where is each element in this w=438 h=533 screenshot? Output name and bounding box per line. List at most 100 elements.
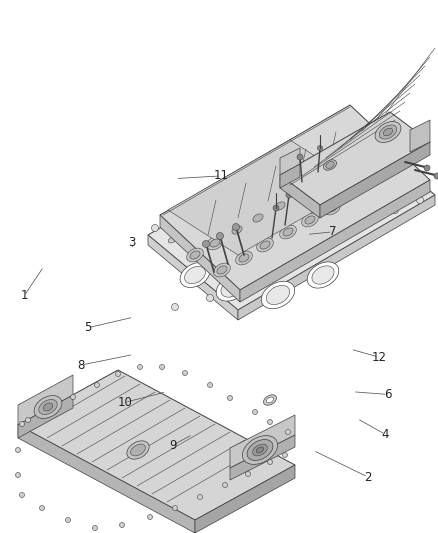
- Ellipse shape: [253, 444, 267, 456]
- Circle shape: [226, 189, 233, 196]
- Circle shape: [268, 419, 272, 424]
- Circle shape: [233, 223, 240, 230]
- Polygon shape: [18, 375, 73, 425]
- Circle shape: [20, 492, 25, 497]
- Text: 4: 4: [381, 428, 389, 441]
- Ellipse shape: [229, 223, 245, 237]
- Polygon shape: [280, 164, 300, 188]
- Circle shape: [198, 495, 202, 499]
- Ellipse shape: [214, 263, 230, 277]
- Text: 10: 10: [117, 396, 132, 409]
- Circle shape: [116, 372, 120, 376]
- Ellipse shape: [302, 213, 318, 227]
- Polygon shape: [160, 215, 240, 302]
- Ellipse shape: [305, 216, 315, 224]
- Ellipse shape: [198, 221, 206, 227]
- Circle shape: [20, 422, 25, 426]
- Text: 6: 6: [384, 388, 392, 401]
- Polygon shape: [238, 195, 435, 320]
- Circle shape: [216, 232, 223, 239]
- Ellipse shape: [250, 211, 266, 225]
- Circle shape: [202, 240, 209, 247]
- Polygon shape: [168, 140, 360, 255]
- Ellipse shape: [256, 447, 264, 453]
- Text: 12: 12: [371, 351, 386, 364]
- Ellipse shape: [239, 254, 249, 262]
- Ellipse shape: [131, 444, 145, 456]
- Ellipse shape: [318, 146, 322, 150]
- Polygon shape: [160, 105, 430, 290]
- Ellipse shape: [127, 441, 149, 459]
- Circle shape: [252, 409, 258, 415]
- Polygon shape: [410, 120, 430, 152]
- Ellipse shape: [228, 207, 236, 213]
- Ellipse shape: [266, 397, 274, 403]
- Circle shape: [371, 159, 378, 166]
- Ellipse shape: [284, 180, 292, 186]
- Circle shape: [286, 164, 293, 171]
- Ellipse shape: [43, 403, 53, 411]
- Circle shape: [424, 165, 430, 171]
- Circle shape: [317, 246, 324, 254]
- Circle shape: [159, 365, 165, 369]
- Polygon shape: [148, 120, 435, 310]
- Ellipse shape: [221, 279, 243, 297]
- Ellipse shape: [216, 275, 248, 301]
- Circle shape: [227, 395, 233, 400]
- Circle shape: [183, 370, 187, 376]
- Circle shape: [206, 295, 213, 302]
- Ellipse shape: [273, 205, 279, 211]
- Ellipse shape: [324, 201, 340, 215]
- Circle shape: [152, 224, 159, 231]
- Ellipse shape: [375, 122, 401, 142]
- Ellipse shape: [257, 238, 273, 252]
- Ellipse shape: [210, 239, 220, 247]
- Circle shape: [120, 522, 124, 528]
- Ellipse shape: [345, 162, 351, 168]
- Ellipse shape: [266, 285, 290, 305]
- Circle shape: [208, 383, 212, 387]
- Circle shape: [286, 430, 290, 434]
- Circle shape: [66, 518, 71, 522]
- Circle shape: [71, 394, 75, 400]
- Ellipse shape: [379, 125, 397, 139]
- Ellipse shape: [264, 395, 276, 405]
- Text: 7: 7: [329, 225, 337, 238]
- Ellipse shape: [180, 263, 210, 287]
- Text: 5: 5: [84, 321, 91, 334]
- Ellipse shape: [314, 172, 321, 178]
- Circle shape: [223, 482, 227, 488]
- Ellipse shape: [261, 281, 295, 309]
- Polygon shape: [230, 415, 295, 468]
- Circle shape: [173, 505, 177, 511]
- Ellipse shape: [168, 237, 176, 243]
- Ellipse shape: [327, 204, 337, 212]
- Circle shape: [268, 459, 272, 464]
- Text: 3: 3: [128, 236, 135, 249]
- Ellipse shape: [39, 399, 57, 415]
- Circle shape: [25, 417, 31, 423]
- Ellipse shape: [324, 160, 336, 170]
- Polygon shape: [240, 180, 430, 302]
- Ellipse shape: [34, 395, 62, 418]
- Circle shape: [317, 151, 324, 158]
- Circle shape: [95, 383, 99, 387]
- Polygon shape: [280, 148, 300, 175]
- Ellipse shape: [247, 440, 273, 461]
- Circle shape: [402, 174, 409, 182]
- Ellipse shape: [283, 228, 293, 236]
- Circle shape: [357, 224, 364, 231]
- Polygon shape: [280, 112, 430, 205]
- Circle shape: [15, 472, 21, 478]
- Circle shape: [92, 526, 98, 530]
- Ellipse shape: [275, 202, 285, 210]
- Ellipse shape: [279, 225, 297, 239]
- Circle shape: [197, 201, 204, 208]
- Circle shape: [342, 144, 349, 151]
- Circle shape: [417, 197, 424, 204]
- Ellipse shape: [217, 266, 227, 274]
- Polygon shape: [18, 395, 73, 438]
- Circle shape: [246, 472, 251, 477]
- Ellipse shape: [253, 214, 263, 222]
- Circle shape: [148, 514, 152, 520]
